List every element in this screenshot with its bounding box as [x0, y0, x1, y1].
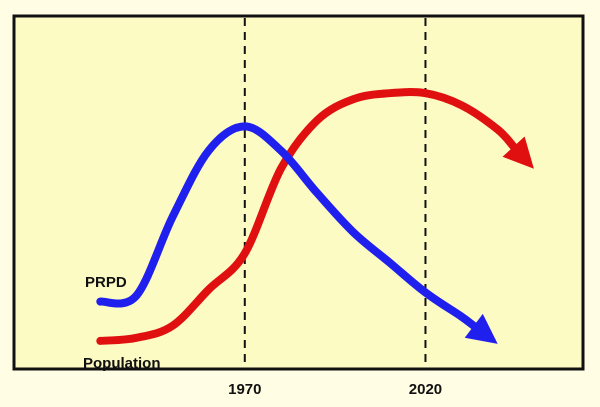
series-layer [96, 88, 534, 345]
reference-lines [243, 18, 427, 369]
tick-labels: 1970 2020 [228, 381, 442, 398]
x-tick-label-2020: 2020 [409, 381, 442, 398]
prpd-arrowhead [464, 313, 498, 344]
prpd-label: PRPD [85, 274, 127, 291]
plot-area [12, 14, 585, 371]
population-arrowhead [502, 136, 534, 169]
prpd-series-line [96, 122, 478, 330]
x-tick-label-1970: 1970 [228, 381, 261, 398]
population-label: Population [83, 355, 161, 372]
population-series-line [96, 88, 518, 345]
labels-layer: Population PRPD [83, 274, 161, 372]
